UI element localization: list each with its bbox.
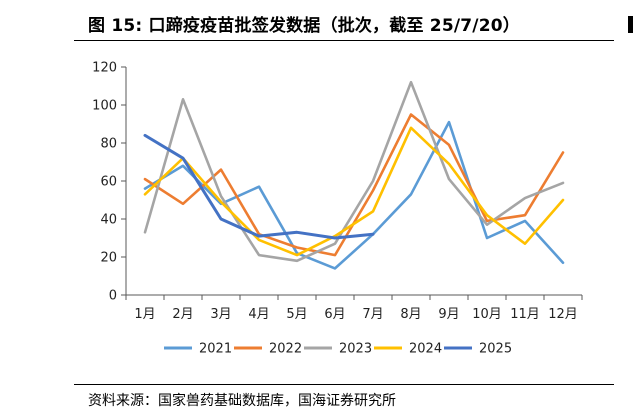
series-line-2024 [143,126,565,257]
y-tick-label: 20 [100,251,117,266]
series-line-2023 [143,80,565,263]
x-tick-label: 8月 [400,307,421,322]
source-note: 资料来源：国家兽药基础数据库，国海证券研究所 [88,393,396,409]
legend-label-2025: 2025 [479,342,512,357]
x-tick-label: 5月 [286,307,307,322]
x-tick-label: 4月 [248,307,269,322]
chart-axes: 0 20 40 60 80 100 120 1月 2月 3月 4月 5月 6月 7月 8月 9月 10月 11月 1… [92,61,583,322]
x-tick-label: 12月 [548,307,578,322]
x-tick-label: 2月 [172,307,193,322]
figure-title: 图 15: 口蹄疫疫苗批签发数据（批次，截至 25/7/20） [88,16,520,36]
x-tick-label: 1月 [134,307,155,322]
x-tick-label: 7月 [362,307,383,322]
x-tick-label: 6月 [324,307,345,322]
series-line-2021 [143,120,565,270]
title-rule [74,40,614,41]
chart-series [143,80,565,270]
y-tick-label: 0 [109,289,117,304]
legend-label-2024: 2024 [409,342,442,357]
x-tick-label: 9月 [438,307,459,322]
y-tick-label: 80 [100,137,117,152]
x-tick-label: 11月 [510,307,540,322]
legend-label-2022: 2022 [269,342,302,357]
legend-label-2023: 2023 [339,342,372,357]
y-tick-label: 40 [100,213,117,228]
chart-legend: 2021 2022 2023 2024 2025 [164,342,512,357]
edge-mark [628,16,633,33]
series-line-2025 [143,133,375,240]
x-tick-label: 10月 [472,307,502,322]
x-tick-label: 3月 [210,307,231,322]
y-tick-label: 120 [92,61,117,76]
y-tick-label: 60 [100,175,117,190]
y-tick-label: 100 [92,99,117,114]
line-chart: 0 20 40 60 80 100 120 1月 2月 3月 4月 5月 6月 7月 8月 9月 10月 11月 1… [92,61,583,357]
legend-label-2021: 2021 [199,342,232,357]
footer-rule [74,384,614,385]
